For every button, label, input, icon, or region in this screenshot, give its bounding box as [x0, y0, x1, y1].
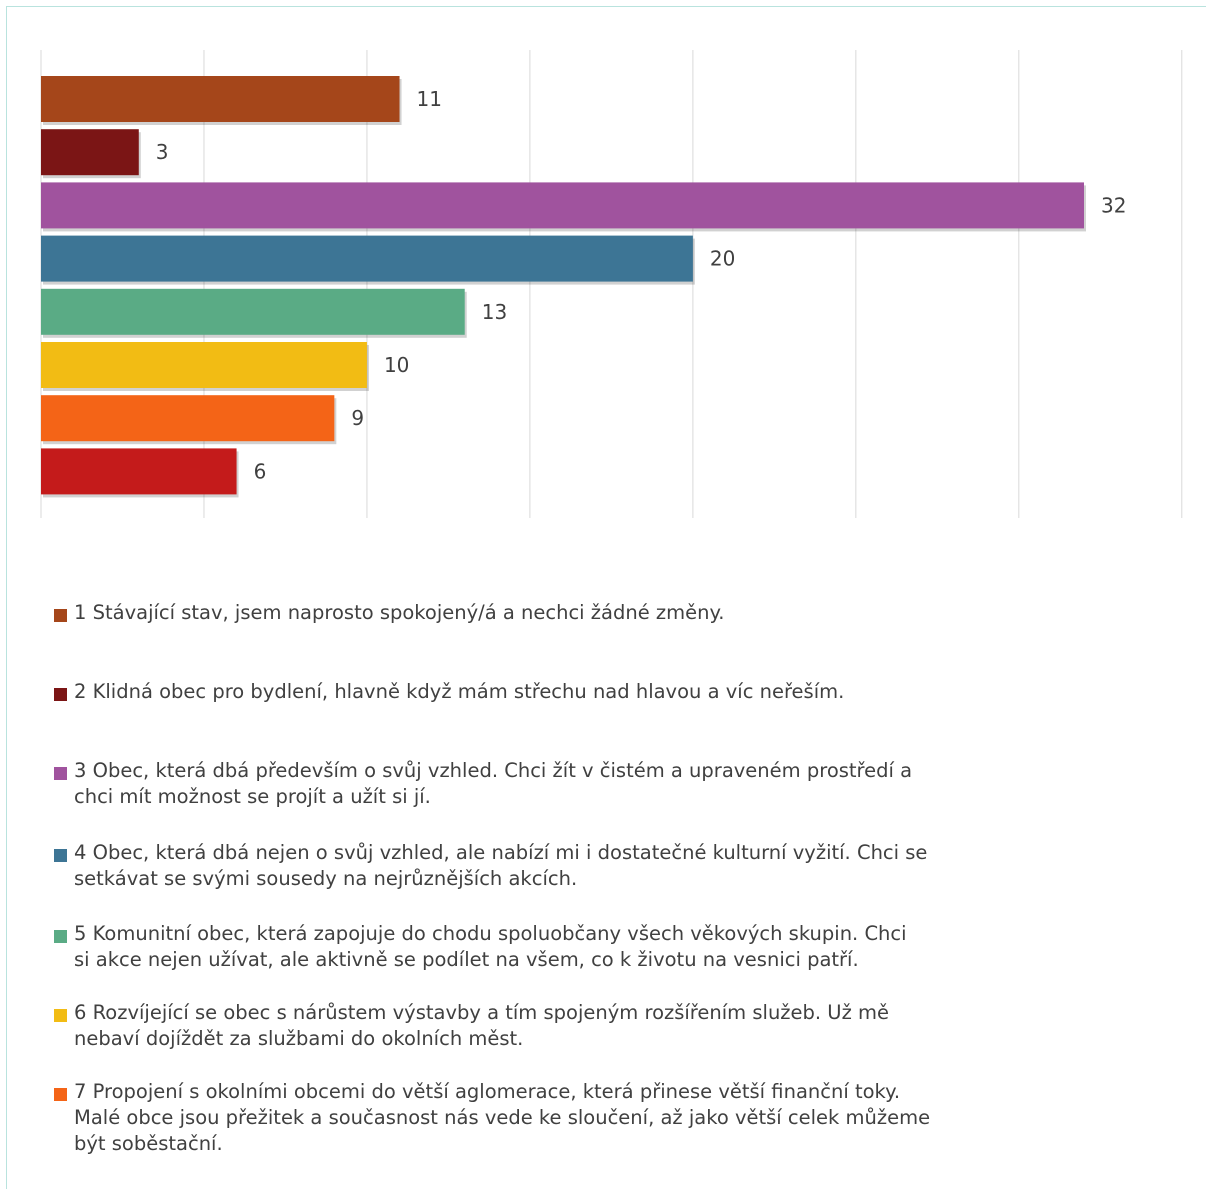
legend-label: 2 Klidná obec pro bydlení, hlavně když m… — [74, 679, 844, 705]
legend-swatch — [54, 767, 67, 780]
data-label-5: 13 — [482, 300, 507, 324]
data-label-7: 9 — [351, 406, 364, 430]
legend-label-line: 5 Komunitní obec, která zapojuje do chod… — [74, 922, 907, 945]
data-labels: 11 3 32 20 13 10 9 6 — [156, 87, 1127, 483]
legend-swatch — [54, 688, 67, 701]
legend-label-line: 4 Obec, která dbá nejen o svůj vzhled, a… — [74, 841, 928, 864]
legend-label: 7 Propojení s okolními obcemi do větší a… — [74, 1079, 930, 1157]
legend-swatch — [54, 1009, 67, 1022]
bar-5 — [41, 288, 465, 335]
data-label-8: 6 — [254, 459, 267, 483]
legend-swatch — [54, 930, 67, 943]
data-label-1: 11 — [417, 87, 442, 111]
legend-label-line: 2 Klidná obec pro bydlení, hlavně když m… — [74, 680, 845, 703]
legend-label-line: si akce nejen užívat, ale aktivně se pod… — [74, 948, 859, 971]
bar-3 — [41, 182, 1084, 229]
legend-label-line: nebaví dojíždět za službami do okolních … — [74, 1027, 524, 1050]
legend-label: 1 Stávající stav, jsem naprosto spokojen… — [74, 600, 724, 626]
data-label-3: 32 — [1101, 193, 1126, 217]
legend-swatch — [54, 609, 67, 622]
legend-label-line: 1 Stávající stav, jsem naprosto spokojen… — [74, 601, 725, 624]
legend-swatch — [54, 849, 67, 862]
legend-label: 5 Komunitní obec, která zapojuje do chod… — [74, 921, 907, 973]
legend-label-line: být soběstační. — [74, 1132, 223, 1155]
legend-label-line: Malé obce jsou přežitek a současnost nás… — [74, 1106, 931, 1129]
bars — [41, 76, 1086, 498]
legend-label: 3 Obec, která dbá především o svůj vzhle… — [74, 758, 912, 810]
bar-6 — [41, 342, 367, 388]
data-label-6: 10 — [384, 353, 409, 377]
bar-8 — [41, 448, 237, 495]
bar-1 — [41, 76, 400, 122]
gridlines — [40, 50, 1183, 518]
legend-label: 6 Rozvíjející se obec s nárůstem výstavb… — [74, 1000, 889, 1052]
legend-label-line: setkávat se svými sousedy na nejrůznější… — [74, 867, 578, 890]
data-label-4: 20 — [710, 247, 735, 271]
legend-label-line: chci mít možnost se projít a užít si jí. — [74, 785, 431, 808]
data-label-2: 3 — [156, 140, 169, 164]
legend-label-line: 3 Obec, která dbá především o svůj vzhle… — [74, 759, 913, 782]
chart-frame — [6, 6, 1206, 1189]
legend-swatch — [54, 1088, 67, 1101]
legend-label-line: 7 Propojení s okolními obcemi do větší a… — [74, 1080, 901, 1103]
legend-label-line: 6 Rozvíjející se obec s nárůstem výstavb… — [74, 1001, 890, 1024]
bar-2 — [41, 129, 139, 176]
bar-7 — [41, 395, 335, 442]
bar-4 — [41, 235, 693, 282]
legend-label: 4 Obec, která dbá nejen o svůj vzhled, a… — [74, 840, 927, 892]
